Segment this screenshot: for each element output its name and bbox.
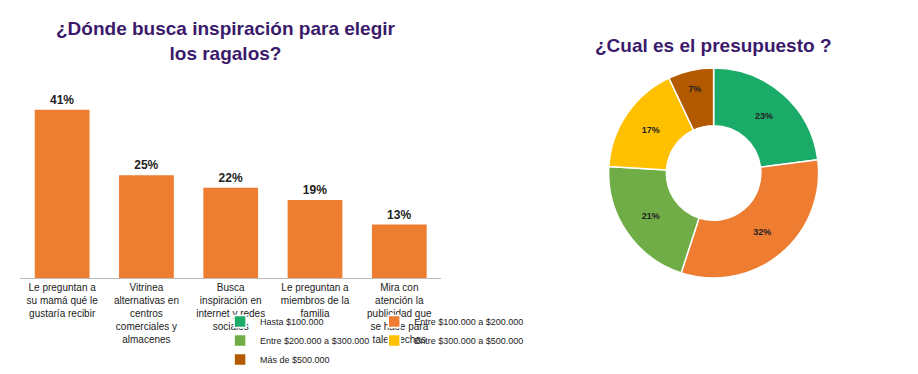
svg-text:Le preguntan asu mamá qué legu: Le preguntan asu mamá qué legustaría rec… <box>27 282 99 319</box>
svg-text:25%: 25% <box>134 158 158 172</box>
svg-text:22%: 22% <box>219 171 243 185</box>
svg-text:41%: 41% <box>50 93 74 107</box>
html-text:tales fechas: tales fechas <box>372 334 426 345</box>
svg-text:Entre $100.000 a $200.000: Entre $100.000 a $200.000 <box>414 317 523 327</box>
html-text:publicidad que: publicidad que <box>367 308 432 319</box>
svg-text:Vitrineaalternativas encentros: Vitrineaalternativas encentroscomerciale… <box>114 282 179 345</box>
svg-text:13%: 13% <box>387 208 411 222</box>
svg-text:17%: 17% <box>642 125 660 135</box>
svg-text:Más de $500.000: Más de $500.000 <box>260 355 330 365</box>
svg-text:19%: 19% <box>303 183 327 197</box>
svg-text:21%: 21% <box>642 211 660 221</box>
svg-text:Entre $300.000 a $500.000: Entre $300.000 a $500.000 <box>414 336 523 346</box>
html-text:atención la: atención la <box>375 295 424 306</box>
svg-text:Hasta $100.000: Hasta $100.000 <box>260 317 324 327</box>
svg-text:7%: 7% <box>688 84 701 94</box>
html-text:Mira con: Mira con <box>380 282 419 293</box>
svg-text:¿Cual es el presupuesto ?: ¿Cual es el presupuesto ? <box>595 35 832 56</box>
html-text:se hace para: se hace para <box>370 321 429 332</box>
svg-text:Entre $200.000 a $300.000: Entre $200.000 a $300.000 <box>260 336 369 346</box>
svg-text:Le preguntan amiembros de lafa: Le preguntan amiembros de lafamilia <box>281 282 350 319</box>
svg-text:23%: 23% <box>755 111 773 121</box>
svg-text:¿Dónde busca inspiración para: ¿Dónde busca inspiración para elegirlos … <box>56 18 396 64</box>
svg-text:Buscainspiración eninternet y: Buscainspiración eninternet y redessocia… <box>196 282 265 332</box>
svg-text:32%: 32% <box>753 227 771 237</box>
